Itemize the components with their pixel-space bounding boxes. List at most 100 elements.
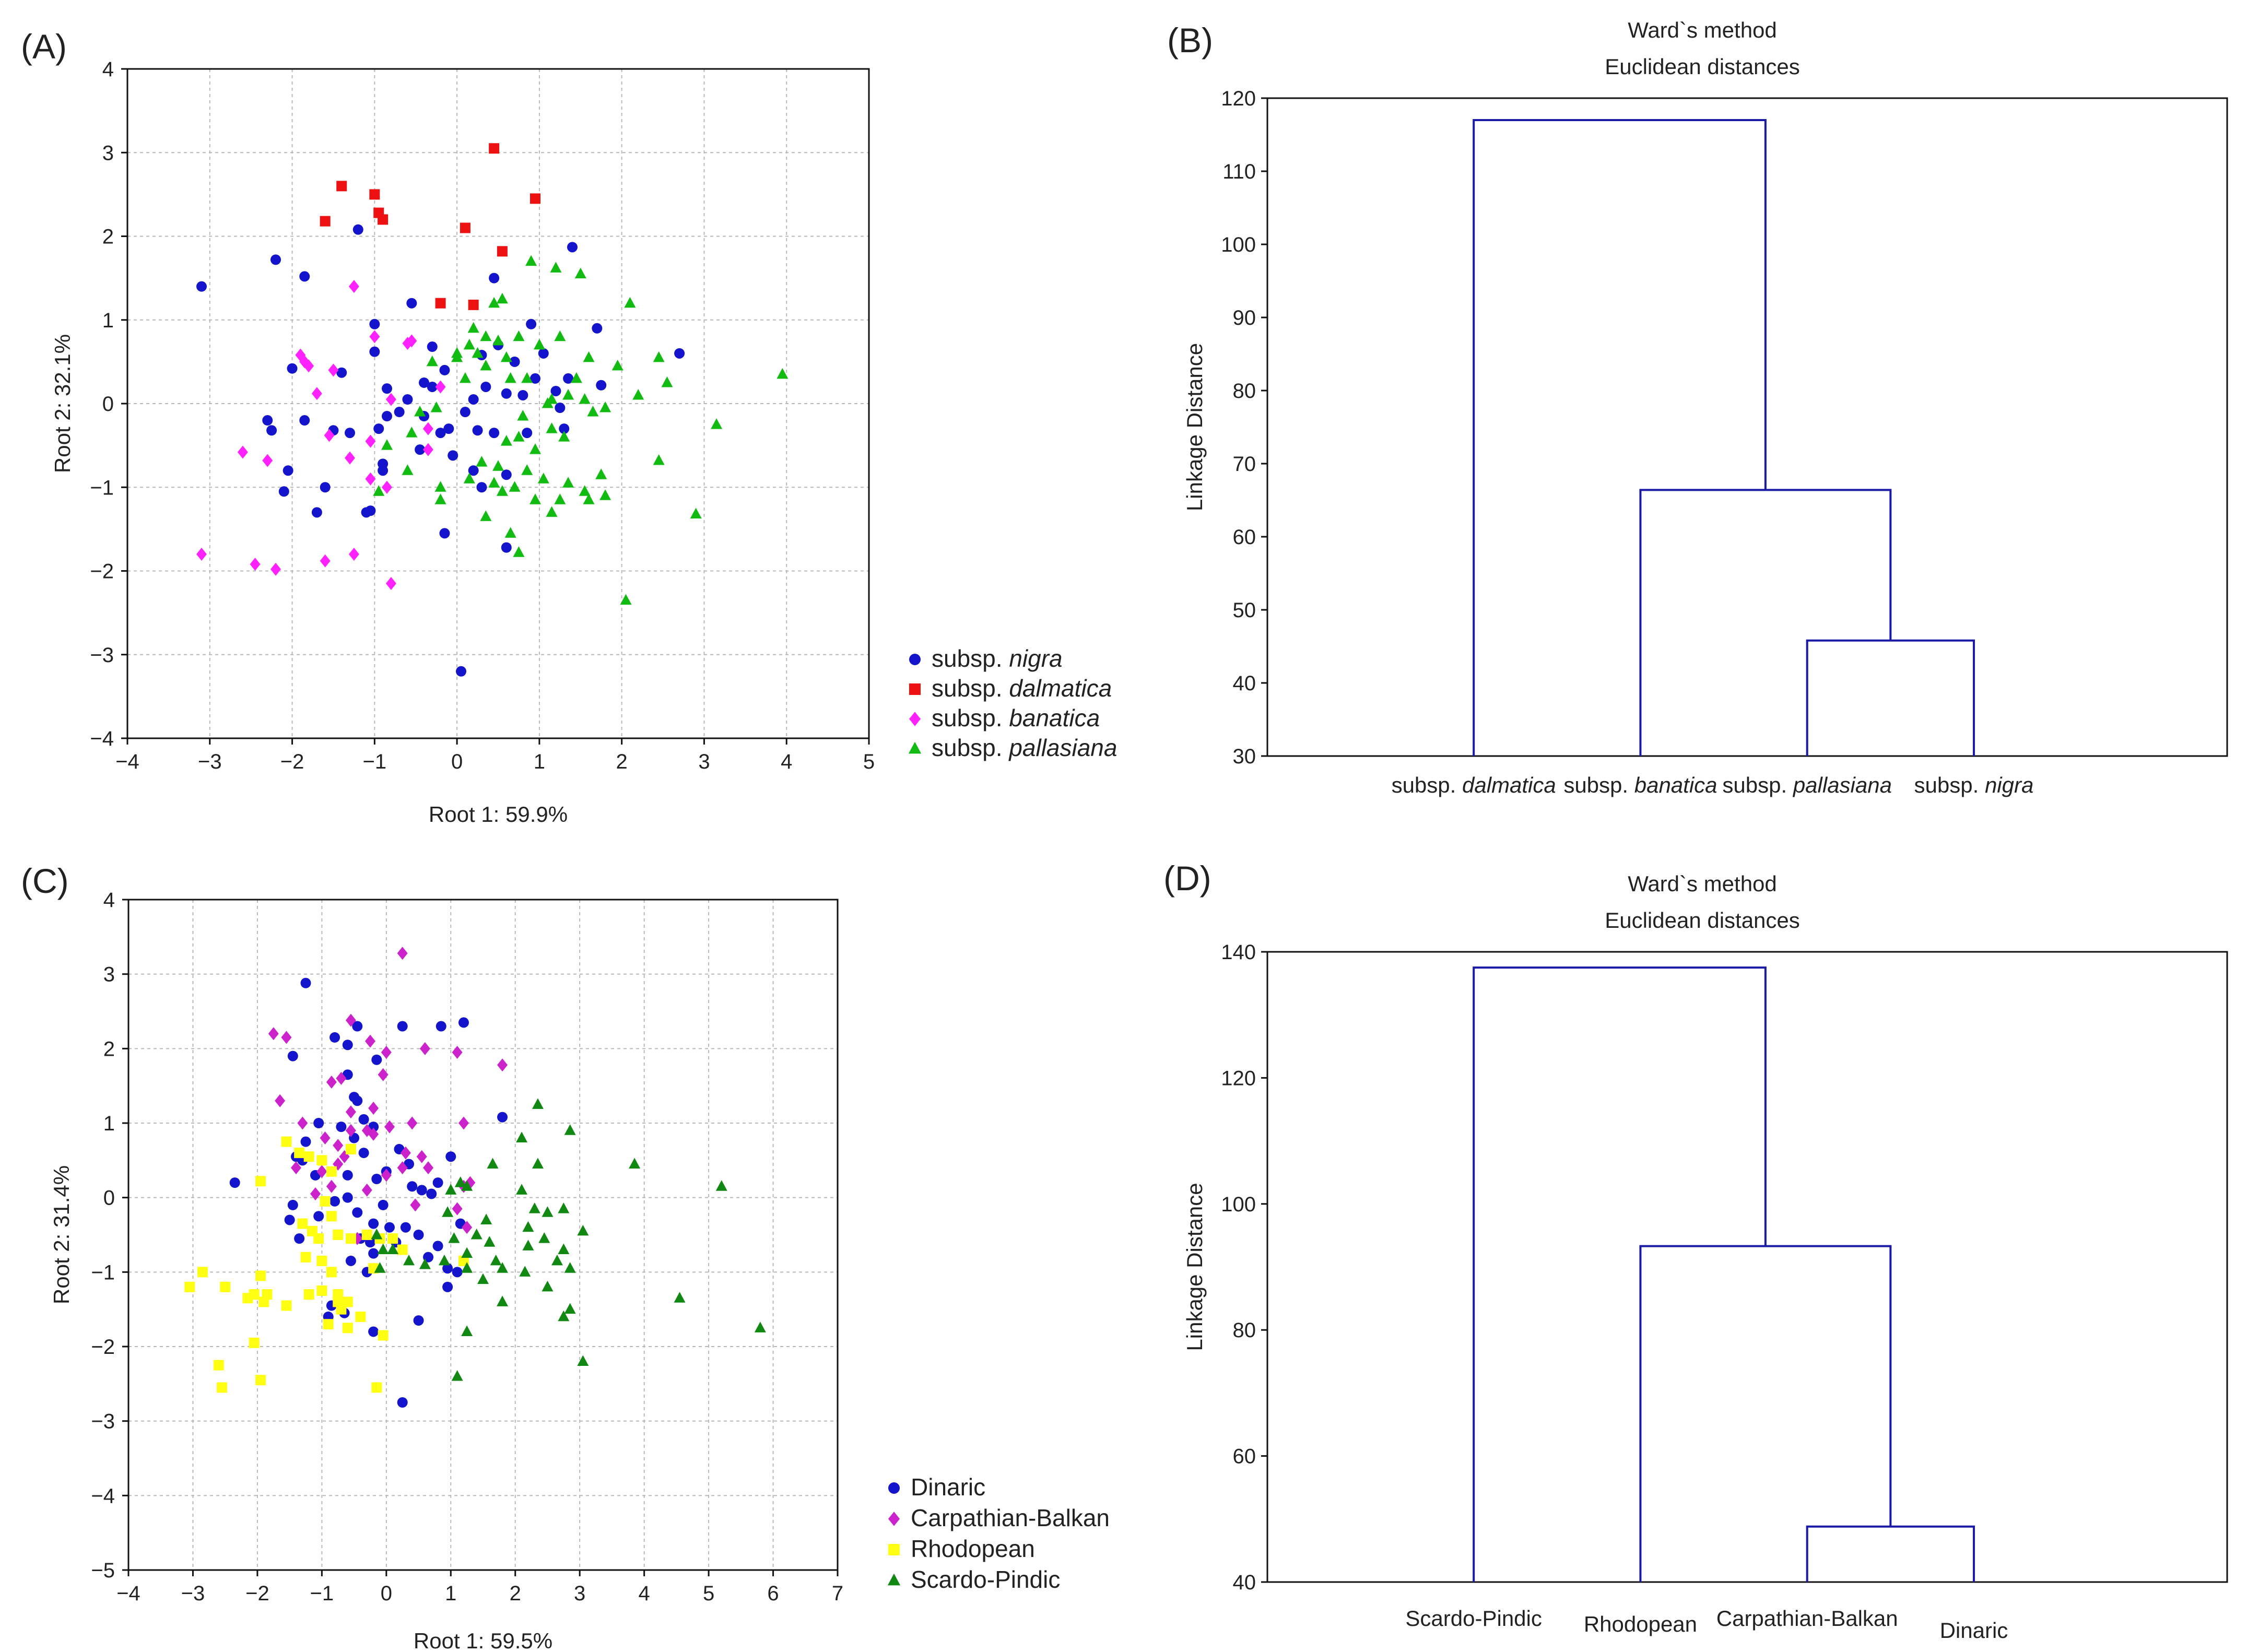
data-point xyxy=(442,1263,453,1274)
data-point xyxy=(403,1254,415,1266)
data-point xyxy=(378,458,389,469)
x-tick-label: 5 xyxy=(863,750,875,773)
data-point xyxy=(422,422,433,435)
data-point xyxy=(242,1293,253,1304)
data-point xyxy=(416,1150,427,1163)
data-point xyxy=(496,292,508,304)
data-point xyxy=(333,1296,344,1307)
data-point xyxy=(365,434,376,448)
x-tick-label: −1 xyxy=(310,1582,334,1605)
leaf-label-prefix: subsp. xyxy=(1563,773,1634,797)
data-point xyxy=(624,297,636,308)
data-point xyxy=(287,363,298,374)
leaf-label-prefix: subsp. xyxy=(1722,773,1793,797)
data-point xyxy=(342,1296,353,1307)
data-point xyxy=(385,577,396,591)
data-point xyxy=(287,1199,298,1210)
data-point xyxy=(458,1017,469,1028)
data-point xyxy=(262,415,273,426)
legend-entry: Dinaric xyxy=(911,1473,985,1501)
legend-entry-prefix: subsp. xyxy=(932,645,1009,672)
y-tick-label: 4 xyxy=(102,58,114,81)
y-tick-label: −3 xyxy=(91,1410,115,1433)
data-point xyxy=(270,254,281,265)
y-tick-label: 0 xyxy=(102,393,114,416)
data-point xyxy=(333,1230,344,1240)
x-tick-label: −3 xyxy=(198,750,222,773)
x-tick-label: 4 xyxy=(781,750,792,773)
data-point xyxy=(284,1214,295,1225)
data-point xyxy=(532,1158,544,1169)
data-point xyxy=(426,1188,437,1199)
data-point xyxy=(509,356,520,367)
data-point xyxy=(255,1176,266,1187)
dendrogram-link xyxy=(1806,639,1975,756)
legend-entry-name: pallasiana xyxy=(1008,734,1117,761)
data-point xyxy=(532,1098,544,1109)
data-point xyxy=(522,428,533,439)
data-point xyxy=(448,1232,460,1243)
data-point xyxy=(419,1258,431,1269)
data-point xyxy=(542,1206,554,1217)
legend-entry: subsp. dalmatica xyxy=(932,675,1112,702)
leaf-label: subsp. banatica xyxy=(1563,773,1717,797)
data-point xyxy=(378,214,389,225)
data-point xyxy=(438,1254,450,1266)
data-point xyxy=(313,1233,324,1244)
data-point xyxy=(410,1198,421,1212)
data-point xyxy=(371,1174,382,1184)
data-point xyxy=(299,415,310,426)
leaf-label: subsp. dalmatica xyxy=(1392,773,1556,797)
data-point xyxy=(299,271,310,282)
data-point xyxy=(452,1267,463,1278)
legend-entry-name: Scardo-Pindic xyxy=(911,1566,1060,1593)
data-point xyxy=(554,330,566,341)
data-point xyxy=(345,1105,356,1119)
data-point xyxy=(217,1382,228,1393)
data-point xyxy=(345,428,355,439)
data-point xyxy=(262,1289,273,1300)
data-point xyxy=(397,1397,408,1408)
data-point xyxy=(448,450,458,461)
data-point xyxy=(384,1120,395,1134)
data-point xyxy=(564,1262,576,1273)
data-point xyxy=(342,1192,353,1203)
data-point xyxy=(516,1131,528,1143)
data-point xyxy=(467,322,479,333)
data-point xyxy=(266,425,277,436)
data-point xyxy=(558,1243,570,1255)
data-point xyxy=(489,428,500,439)
y-tick-label: 60 xyxy=(1233,1445,1256,1468)
data-point xyxy=(369,346,380,357)
y-tick-label: 30 xyxy=(1233,745,1256,768)
leaf-label: Scardo-Pindic xyxy=(1405,1606,1542,1631)
data-point xyxy=(336,1122,347,1132)
data-point xyxy=(574,267,586,279)
legend-entry: subsp. pallasiana xyxy=(932,734,1117,761)
legend-entry-name: banatica xyxy=(1009,704,1100,731)
data-point xyxy=(468,394,479,405)
x-tick-label: 5 xyxy=(703,1582,714,1605)
data-point xyxy=(371,1229,383,1240)
leaf-label: Carpathian-Balkan xyxy=(1716,1606,1898,1631)
data-point xyxy=(563,373,574,384)
y-tick-label: −1 xyxy=(91,1261,115,1284)
plot-frame xyxy=(127,899,839,1571)
data-point xyxy=(320,554,331,568)
data-point xyxy=(365,472,376,486)
data-point xyxy=(316,1165,327,1178)
data-point xyxy=(290,1161,301,1175)
data-point xyxy=(462,1221,473,1234)
data-point xyxy=(311,507,322,518)
data-point xyxy=(596,380,607,391)
data-point xyxy=(538,348,549,359)
data-point xyxy=(326,1076,337,1089)
data-point xyxy=(513,330,525,341)
data-point xyxy=(326,1267,337,1278)
data-point xyxy=(497,246,508,257)
panel-d-dendrogram: 40 60 80 100 120 140 Ward`s method Euclidean di… xyxy=(1182,871,2228,1643)
series-banatica xyxy=(196,280,446,591)
y-tick-label: 1 xyxy=(102,309,114,332)
data-point xyxy=(442,1281,453,1292)
legend-entry-name: nigra xyxy=(1009,645,1062,672)
